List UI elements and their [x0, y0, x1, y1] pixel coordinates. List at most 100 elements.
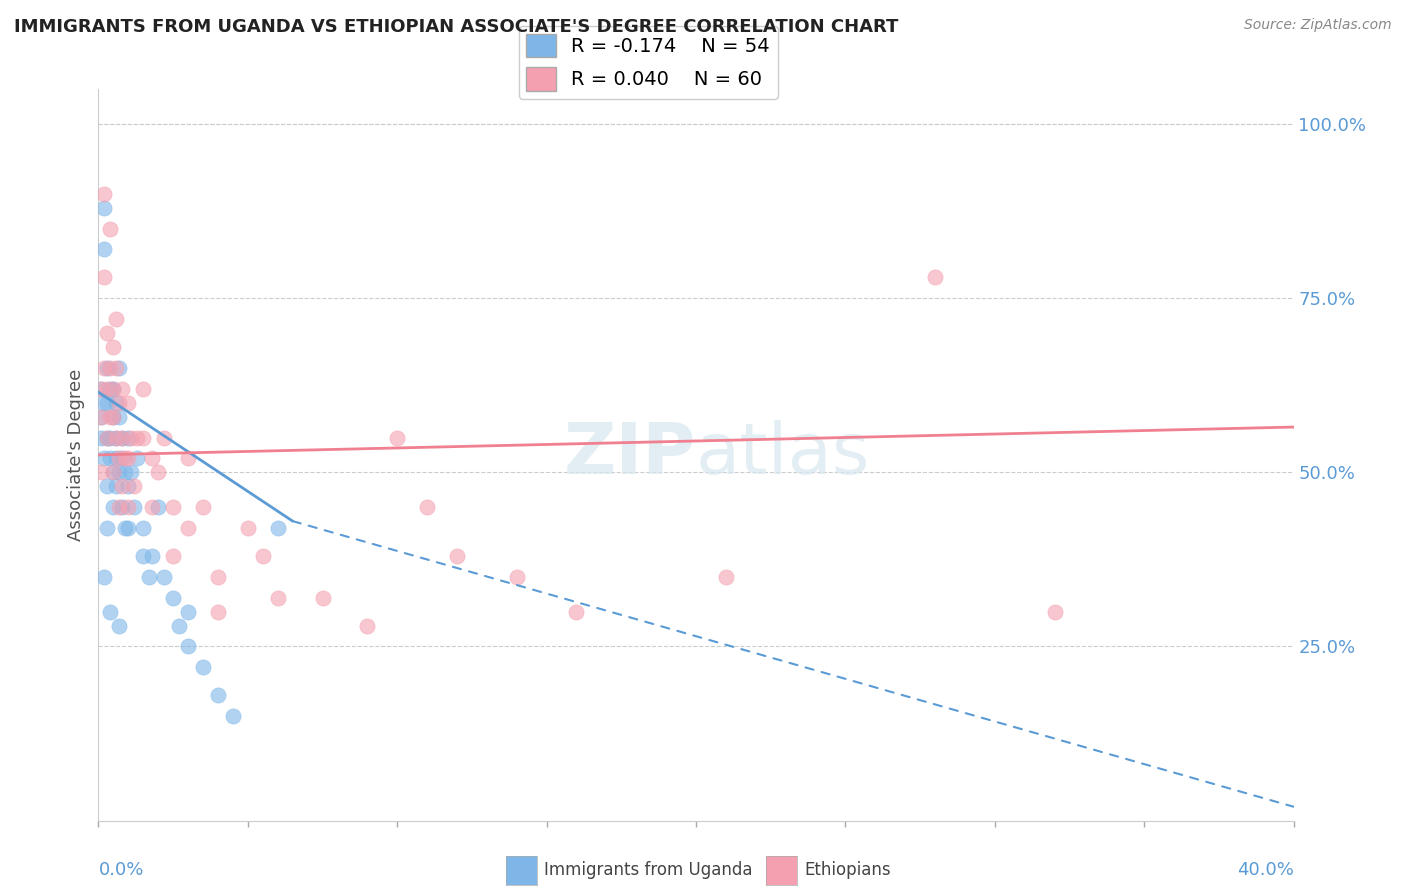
Point — [105, 451, 128, 466]
Point — [162, 549, 184, 563]
Point — [90, 430, 112, 444]
Point — [114, 451, 136, 466]
Point — [105, 430, 128, 444]
Point — [148, 500, 170, 515]
Point — [141, 549, 163, 563]
Point — [98, 451, 122, 466]
Point — [98, 360, 122, 375]
Point — [207, 605, 229, 619]
Point — [506, 570, 529, 584]
Point — [177, 521, 200, 535]
Point — [1043, 605, 1066, 619]
Y-axis label: Associate's Degree: Associate's Degree — [66, 368, 84, 541]
Text: Immigrants from Uganda: Immigrants from Uganda — [544, 861, 752, 879]
Point — [93, 570, 115, 584]
Point — [162, 500, 184, 515]
Point — [124, 479, 146, 493]
Text: ZIP: ZIP — [564, 420, 696, 490]
Point — [177, 451, 200, 466]
Point — [108, 618, 131, 632]
Point — [111, 430, 134, 444]
Point — [177, 640, 200, 654]
Point — [90, 409, 112, 424]
Point — [127, 451, 149, 466]
Point — [311, 591, 333, 605]
Point — [138, 570, 160, 584]
Point — [96, 326, 118, 340]
Point — [103, 409, 125, 424]
Point — [108, 500, 131, 515]
Point — [120, 466, 142, 480]
Point — [90, 382, 112, 396]
Text: IMMIGRANTS FROM UGANDA VS ETHIOPIAN ASSOCIATE'S DEGREE CORRELATION CHART: IMMIGRANTS FROM UGANDA VS ETHIOPIAN ASSO… — [14, 18, 898, 36]
Point — [191, 660, 214, 674]
Point — [132, 382, 155, 396]
Point — [385, 430, 409, 444]
Point — [90, 382, 112, 396]
Point — [96, 395, 118, 409]
Point — [108, 451, 131, 466]
Point — [177, 605, 200, 619]
Point — [108, 409, 131, 424]
Point — [105, 312, 128, 326]
Point — [120, 430, 142, 444]
Point — [207, 688, 229, 702]
Point — [117, 451, 139, 466]
Text: Source: ZipAtlas.com: Source: ZipAtlas.com — [1244, 18, 1392, 32]
Point — [96, 360, 118, 375]
Point — [105, 395, 128, 409]
Point — [111, 500, 134, 515]
Point — [93, 451, 115, 466]
Point — [127, 430, 149, 444]
Point — [111, 430, 134, 444]
Point — [117, 500, 139, 515]
Text: 0.0%: 0.0% — [98, 861, 143, 879]
Point — [111, 479, 134, 493]
Point — [114, 466, 136, 480]
Point — [714, 570, 737, 584]
Point — [98, 221, 122, 235]
Point — [153, 430, 176, 444]
Point — [96, 521, 118, 535]
Point — [93, 243, 115, 257]
Text: 40.0%: 40.0% — [1237, 861, 1294, 879]
Point — [90, 466, 112, 480]
Point — [153, 570, 176, 584]
Point — [103, 500, 125, 515]
Point — [105, 360, 128, 375]
Point — [222, 709, 245, 723]
Point — [132, 549, 155, 563]
Point — [111, 382, 134, 396]
Point — [96, 479, 118, 493]
Point — [93, 186, 115, 201]
Point — [105, 430, 128, 444]
Point — [124, 500, 146, 515]
Point — [103, 409, 125, 424]
Point — [117, 395, 139, 409]
Text: Ethiopians: Ethiopians — [804, 861, 891, 879]
Point — [236, 521, 259, 535]
Point — [103, 466, 125, 480]
Point — [356, 618, 378, 632]
Point — [93, 270, 115, 285]
Point — [267, 521, 290, 535]
Point — [111, 451, 134, 466]
Point — [117, 521, 139, 535]
Point — [96, 430, 118, 444]
Point — [103, 382, 125, 396]
Point — [162, 591, 184, 605]
Point — [103, 466, 125, 480]
Point — [148, 466, 170, 480]
Point — [108, 395, 131, 409]
Point — [132, 521, 155, 535]
Point — [98, 382, 122, 396]
Point — [114, 521, 136, 535]
Point — [117, 479, 139, 493]
Point — [90, 409, 112, 424]
Point — [117, 430, 139, 444]
Point — [108, 360, 131, 375]
Point — [446, 549, 468, 563]
Point — [103, 382, 125, 396]
Point — [191, 500, 214, 515]
Point — [141, 451, 163, 466]
